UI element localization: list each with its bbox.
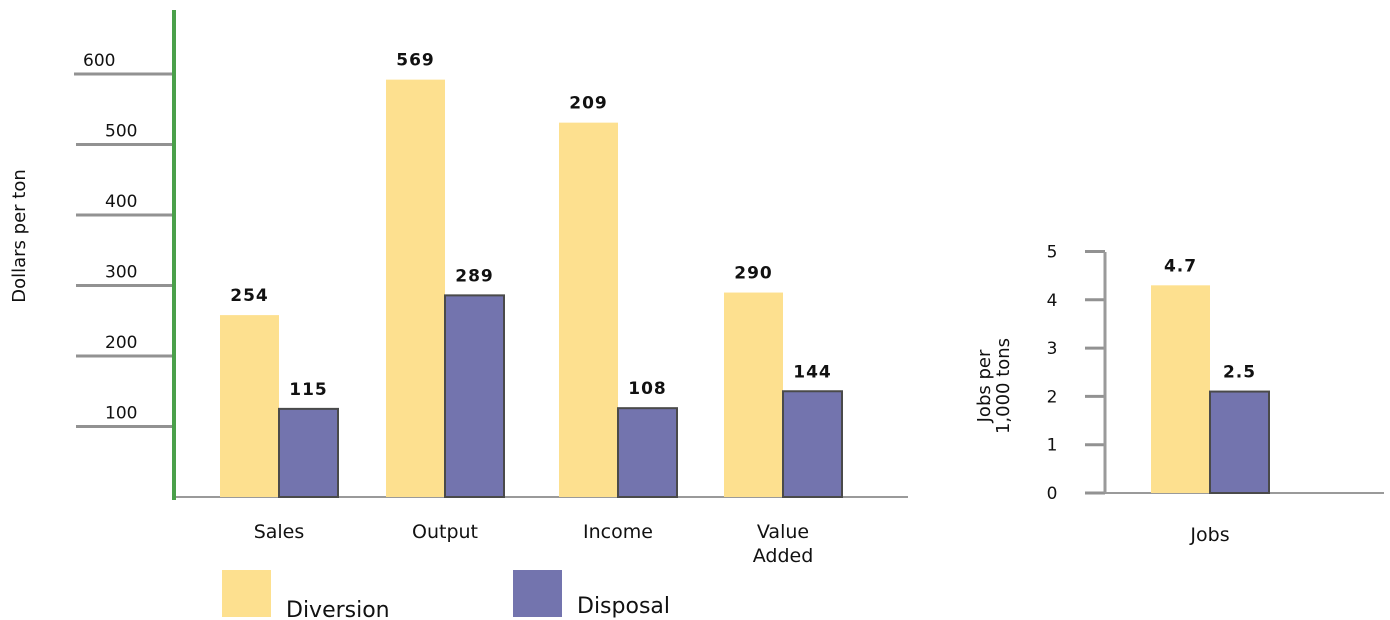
data-label: 254 [230,286,269,306]
data-label: 290 [734,264,773,284]
diversion-bar [559,122,618,498]
y-tick-label: 300 [105,263,137,283]
y-tick-label: 1 [1047,436,1058,456]
disposal-bar [1209,390,1270,495]
x-category-label: Output [412,521,478,543]
diversion-bar [1151,285,1210,493]
data-label: 209 [569,94,608,114]
y-tick-label: 600 [83,51,115,71]
y-tick-label: 0 [1047,484,1058,504]
data-label: 115 [289,380,328,400]
y-tick-label: 4 [1047,291,1058,311]
x-category-label: Jobs [1189,524,1229,546]
y-tick-label: 5 [1047,243,1058,263]
legend-label: Diversion [286,598,390,620]
data-label: 108 [628,379,667,399]
diversion-bar [386,79,445,497]
disposal-bar [444,294,505,498]
y-tick-label: 2 [1047,387,1058,407]
x-category-label: Sales [254,521,305,543]
y-tick-label: 100 [105,404,137,424]
y-tick-label: 400 [105,192,137,212]
disposal-legend-swatch [513,570,562,617]
x-category-label: Income [583,521,653,543]
data-label: 4.7 [1164,256,1197,276]
x-category-label: Value Added [753,521,814,567]
y-axis-title: Jobs per1,000 tons [974,338,1014,434]
legend-label: Disposal [577,594,670,619]
disposal-bar [782,390,843,498]
data-label: 144 [793,362,832,382]
y-axis-title: Dollars per ton [9,169,30,303]
data-label: 2.5 [1223,363,1256,383]
diversion-bar [724,292,783,497]
diversion-legend-swatch [222,570,271,617]
y-tick-label: 200 [105,333,137,353]
disposal-bar [617,407,678,499]
y-tick-label: 500 [105,122,137,142]
y-tick-label: 3 [1047,339,1058,359]
diversion-bar [220,315,279,497]
data-label: 289 [455,266,494,286]
data-label: 569 [396,51,435,71]
disposal-bar [278,407,339,498]
